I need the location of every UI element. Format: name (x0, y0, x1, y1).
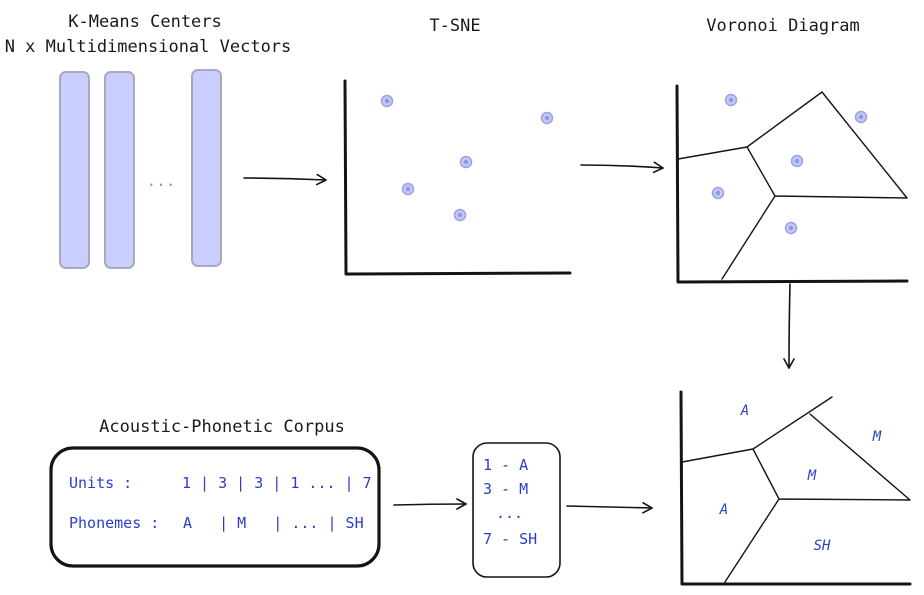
vector-ellipsis: ... (147, 171, 176, 190)
tsne-point (401, 182, 415, 196)
mapping-item: 3 - M (483, 480, 528, 498)
labeled-voronoi-edges (681, 396, 911, 583)
voronoi-edges (677, 91, 908, 280)
labeled-voronoi-axes (679, 390, 912, 586)
kmeans-title-line2: N x Multidimensional Vectors (5, 37, 292, 57)
kmeans-vectors: ... (59, 69, 222, 269)
arrow-corpus-to-mapping (393, 498, 467, 510)
tsne-axes (343, 79, 572, 276)
corpus-title: Acoustic-Phonetic Corpus (99, 417, 345, 437)
phonemes-value: A | M | ... | SH (183, 514, 364, 532)
tsne-point (380, 94, 394, 108)
mapping-item: ... (496, 504, 523, 522)
tsne-point (540, 111, 554, 125)
arrow-mapping-to-labeled (566, 501, 653, 514)
voronoi-point (854, 110, 868, 124)
voronoi-plot (675, 84, 909, 284)
phonemes-label: Phonemes : (69, 514, 159, 532)
voronoi-axes (675, 84, 909, 284)
vector-bar-1 (59, 71, 90, 269)
arrow-tsne-to-voronoi (580, 161, 664, 174)
tsne-point (459, 155, 473, 169)
vector-bar-n (191, 69, 222, 267)
region-label: M (872, 429, 882, 445)
corpus-box: Units : 1 | 3 | 3 | 1 ... | 7 Phonemes :… (49, 446, 381, 568)
region-label: M (807, 468, 817, 484)
voronoi-title: Voronoi Diagram (706, 16, 860, 36)
region-label: SH (814, 538, 831, 554)
vector-bar-2 (104, 71, 135, 269)
arrow-kmeans-to-tsne (243, 173, 327, 186)
units-value: 1 | 3 | 3 | 1 ... | 7 (182, 474, 372, 492)
mapping-frame (472, 442, 561, 578)
units-label: Units : (69, 474, 132, 492)
kmeans-title-line1: K-Means Centers (68, 12, 222, 32)
voronoi-point (784, 221, 798, 235)
mapping-item: 1 - A (483, 456, 528, 474)
labeled-voronoi-plot: A M M A SH (679, 390, 912, 586)
corpus-frame (49, 446, 381, 568)
tsne-point (453, 208, 467, 222)
arrow-voronoi-down (783, 283, 795, 369)
tsne-plot (343, 79, 572, 276)
region-label: A (740, 403, 749, 419)
voronoi-point (724, 93, 738, 107)
region-label: A (719, 502, 728, 518)
voronoi-point (790, 154, 804, 168)
voronoi-point (711, 186, 725, 200)
tsne-title: T-SNE (429, 16, 480, 36)
mapping-item: 7 - SH (483, 530, 537, 548)
mapping-box: 1 - A 3 - M ... 7 - SH (472, 442, 561, 578)
